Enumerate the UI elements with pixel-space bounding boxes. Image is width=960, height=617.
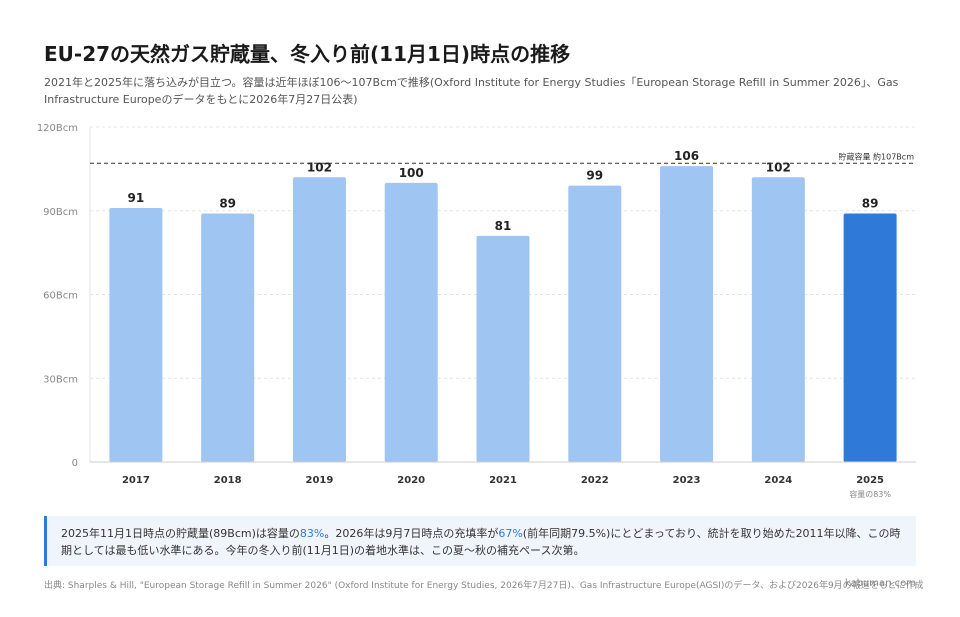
bar-2024 xyxy=(751,177,805,462)
data-label-2025: 89 xyxy=(862,197,879,211)
x-tick-label-2024: 2024 xyxy=(764,475,792,486)
bar-2017 xyxy=(109,207,163,462)
y-tick-label: 30Bcm xyxy=(43,374,78,385)
data-label-2018: 89 xyxy=(219,197,236,211)
footer-source: 出典: Sharples & Hill, "European Storage R… xyxy=(44,581,924,591)
page-title: EU-27の天然ガス貯蔵量、冬入り前(11月1日)時点の推移 xyxy=(44,42,571,66)
x-tick-label-2022: 2022 xyxy=(581,475,609,486)
footer-credit: kabuman.com xyxy=(844,578,916,589)
data-label-2019: 102 xyxy=(307,160,332,174)
bar-2019 xyxy=(292,177,346,462)
footer: 出典: Sharples & Hill, "European Storage R… xyxy=(44,578,924,591)
data-label-2024: 102 xyxy=(766,160,791,174)
y-tick-label: 0 xyxy=(72,458,78,469)
note-text-1: 2025年11月1日時点の貯蔵量(89Bcm)は容量の xyxy=(61,527,300,540)
x-tick-label-2021: 2021 xyxy=(489,475,517,486)
data-label-2017: 91 xyxy=(128,191,145,205)
data-label-2022: 99 xyxy=(586,169,603,183)
bar-2018 xyxy=(201,213,255,462)
x-tick-label-2023: 2023 xyxy=(673,475,701,486)
y-tick-label: 90Bcm xyxy=(43,207,78,218)
bar-2025 xyxy=(843,213,897,462)
bar-2022 xyxy=(568,185,622,462)
summary-note: 2025年11月1日時点の貯蔵量(89Bcm)は容量の83%。2026年は9月7… xyxy=(44,516,916,566)
x-tick-label-2019: 2019 xyxy=(306,475,334,486)
x-tick-label-2018: 2018 xyxy=(214,475,242,486)
x-tick-label-2017: 2017 xyxy=(122,475,150,486)
x-tick-label-2025: 2025 xyxy=(856,475,884,486)
data-label-2021: 81 xyxy=(495,219,512,233)
x-tick-label-2020: 2020 xyxy=(397,475,425,486)
y-tick-label: 120Bcm xyxy=(37,123,78,134)
note-text-2: 。2026年は9月7日時点の充填率が xyxy=(324,527,499,540)
bar-2020 xyxy=(384,182,438,462)
data-label-2023: 106 xyxy=(674,149,699,163)
highlight-sublabel: 容量の83% xyxy=(849,489,891,499)
note-highlight-fill-rate: 67% xyxy=(498,527,523,540)
bar-chart: 0 30Bcm 60Bcm 90Bcm 120Bcm 91 2017 89 2018 102 201… xyxy=(37,123,916,499)
y-tick-label: 60Bcm xyxy=(43,291,78,302)
bar-2023 xyxy=(660,166,714,463)
bar-2021 xyxy=(476,235,530,462)
page-subtitle: 2021年と2025年に落ち込みが目立つ。容量は近年ほぼ106〜107Bcmで推… xyxy=(44,76,899,106)
note-highlight-capacity: 83% xyxy=(299,527,325,540)
note-text-3: (前年同期79.5%)にとどまっており、統計を取り始めた2011年以降、この時期… xyxy=(61,527,901,557)
capacity-reference-label: 貯蔵容量 約107Bcm xyxy=(839,151,915,161)
data-label-2020: 100 xyxy=(399,166,424,180)
